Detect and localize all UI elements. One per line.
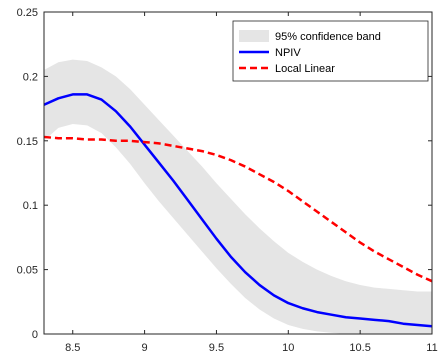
x-tick-label: 9.5	[209, 342, 224, 354]
y-tick-label: 0	[32, 329, 38, 341]
y-tick-label: 0.25	[17, 7, 38, 19]
legend-label-local-linear: Local Linear	[275, 63, 335, 75]
series-line-npiv	[43, 93, 433, 328]
y-tick-label: 0.15	[17, 136, 38, 148]
series-layer	[43, 93, 433, 328]
x-tick-label: 10	[282, 342, 294, 354]
confidence-band	[44, 59, 432, 334]
x-tick-label: 8.5	[65, 342, 80, 354]
y-tick-label: 0.05	[17, 265, 38, 277]
confidence-band-layer	[44, 59, 432, 334]
legend-label-npiv: NPIV	[275, 47, 301, 59]
ticks: 8.5 9 9.5 10 10.5 11 0 0.05 0.1 0.15 0.2 0.25	[17, 7, 438, 354]
axes-box	[43, 11, 433, 335]
legend: 95% confidence band NPIV Local Linear	[232, 20, 429, 82]
x-tick-label: 11	[426, 342, 437, 354]
axes	[43, 11, 433, 335]
y-tick-label: 0.1	[23, 200, 38, 212]
x-tick-label: 10.5	[349, 342, 370, 354]
x-tick-label: 9	[142, 342, 148, 354]
legend-label-band: 95% confidence band	[275, 31, 381, 43]
y-tick-label: 0.2	[23, 71, 38, 83]
legend-swatch-band	[239, 30, 269, 42]
